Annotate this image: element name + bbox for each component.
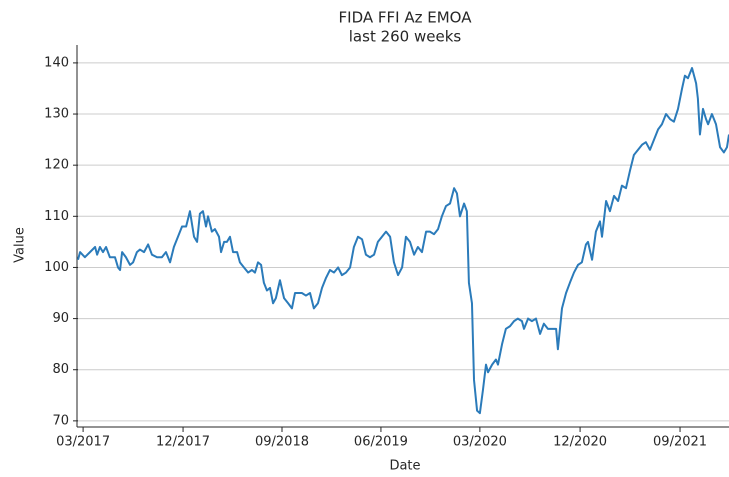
y-tick-label: 110 [44, 209, 69, 224]
y-tick-label: 70 [52, 413, 69, 428]
y-axis-label: Value [13, 227, 28, 263]
data-line [77, 67, 729, 415]
x-tick-label: 03/2017 [56, 435, 110, 450]
x-tick-label: 09/2018 [255, 435, 309, 450]
y-tick-label: 90 [52, 311, 69, 326]
y-tick-label: 100 [44, 260, 69, 275]
chart-title: FIDA FFI Az EMOA [339, 9, 473, 27]
y-tick-label: 140 [44, 55, 69, 70]
chart-subtitle: last 260 weeks [349, 28, 462, 46]
y-tick-label: 130 [44, 107, 69, 122]
x-tick-label: 12/2017 [156, 435, 210, 450]
y-tick-label: 80 [52, 362, 69, 377]
x-axis-label: Date [389, 459, 420, 474]
x-tick-label: 03/2020 [453, 435, 507, 450]
y-tick-label: 120 [44, 158, 69, 173]
x-tick-label: 12/2020 [553, 435, 607, 450]
x-tick-label: 06/2019 [354, 435, 408, 450]
x-tick-label: 09/2021 [653, 435, 707, 450]
